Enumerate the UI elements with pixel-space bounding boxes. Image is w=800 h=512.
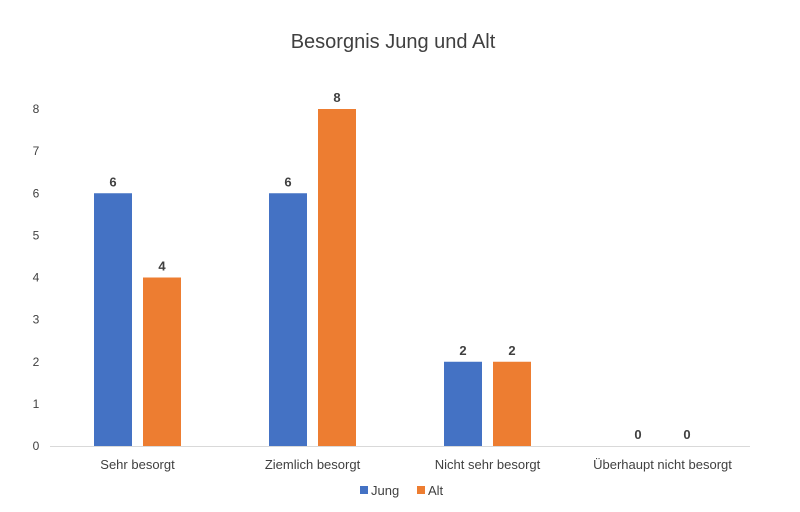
bar-jung-1 [94, 193, 132, 446]
data-label-jung-2: 6 [284, 174, 291, 189]
legend: Jung Alt [360, 483, 444, 498]
data-label-alt-2: 8 [333, 90, 340, 105]
y-tick-label: 2 [33, 355, 40, 369]
data-label-jung-3: 2 [459, 343, 466, 358]
y-tick-label: 0 [33, 439, 40, 453]
data-label-alt-3: 2 [508, 343, 515, 358]
bars-group [94, 109, 531, 446]
data-label-alt-4: 0 [683, 427, 690, 442]
legend-label-jung: Jung [371, 483, 399, 498]
category-label: Ziemlich besorgt [265, 457, 361, 472]
data-labels-group: 6 4 6 8 2 2 0 0 [109, 90, 690, 442]
y-tick-label: 7 [33, 144, 40, 158]
data-label-jung-4: 0 [634, 427, 641, 442]
y-axis-ticks: 0 1 2 3 4 5 6 7 8 [33, 102, 40, 453]
y-tick-label: 5 [33, 228, 40, 242]
chart-title: Besorgnis Jung und Alt [291, 31, 496, 53]
bar-jung-3 [444, 361, 482, 446]
category-label: Nicht sehr besorgt [435, 457, 541, 472]
category-label: Überhaupt nicht besorgt [593, 457, 732, 472]
category-labels-group: Sehr besorgt Ziemlich besorgt Nicht sehr b… [100, 457, 732, 472]
legend-swatch-alt [417, 486, 425, 494]
bar-alt-2 [318, 109, 356, 446]
bar-alt-1 [143, 277, 181, 446]
y-tick-label: 1 [33, 397, 40, 411]
data-label-alt-1: 4 [158, 259, 166, 274]
y-tick-label: 4 [33, 271, 40, 285]
bar-jung-2 [269, 193, 307, 446]
y-tick-label: 3 [33, 313, 40, 327]
y-tick-label: 8 [33, 102, 40, 116]
legend-label-alt: Alt [428, 483, 444, 498]
y-tick-label: 6 [33, 186, 40, 200]
data-label-jung-1: 6 [109, 174, 116, 189]
category-label: Sehr besorgt [100, 457, 175, 472]
legend-swatch-jung [360, 486, 368, 494]
bar-alt-3 [493, 361, 531, 446]
